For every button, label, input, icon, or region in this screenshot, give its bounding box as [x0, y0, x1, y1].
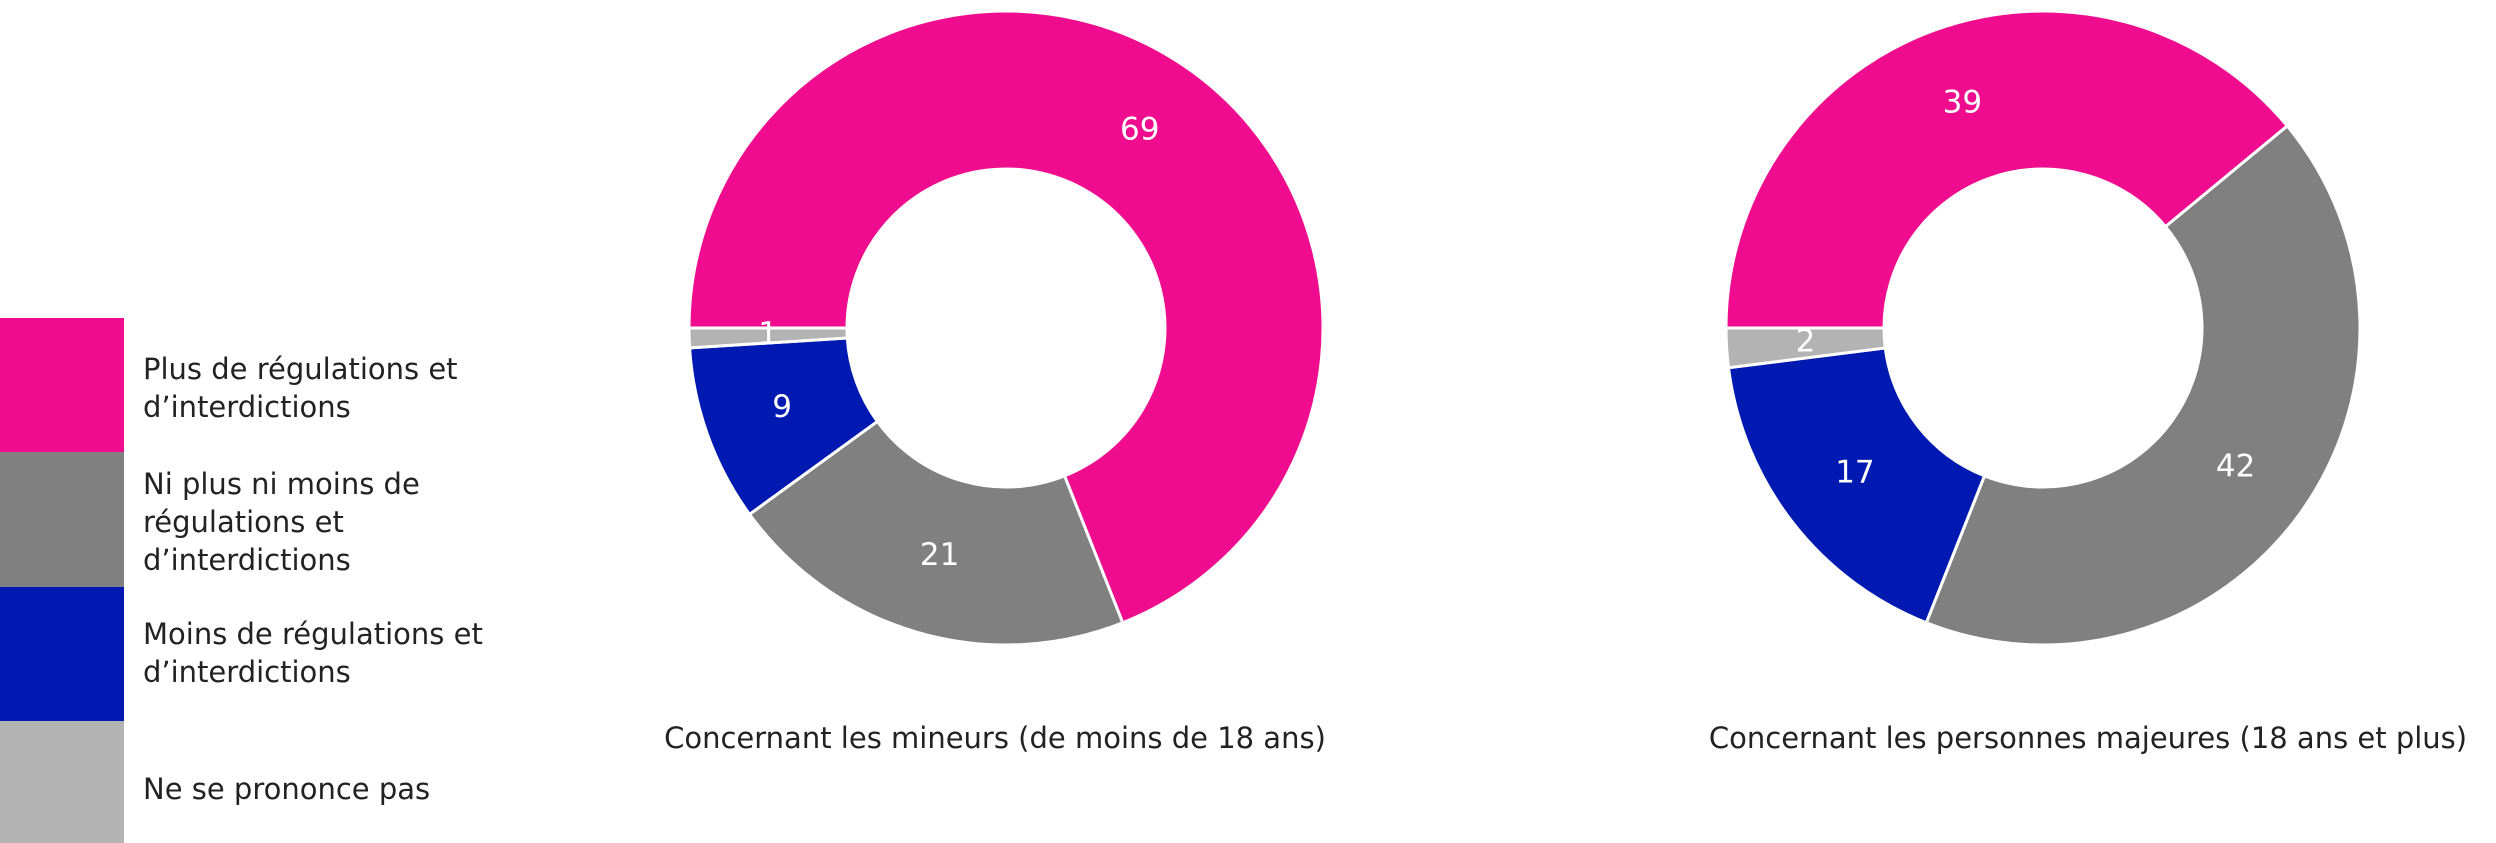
- value-label: 2: [1796, 323, 1816, 359]
- value-label: 1: [758, 316, 778, 352]
- value-label: 21: [920, 537, 959, 573]
- legend-label: Ni plus ni moins de régulations et d’int…: [143, 467, 420, 577]
- legend-label: Ne se prononce pas: [143, 772, 431, 806]
- chart-caption: Concernant les mineurs (de moins de 18 a…: [664, 721, 1326, 755]
- value-label: 69: [1120, 112, 1159, 148]
- chart-caption: Concernant les personnes majeures (18 an…: [1709, 721, 2467, 755]
- donut-segment: [687, 326, 849, 350]
- legend-swatch: [0, 721, 124, 843]
- legend-swatch: [0, 452, 124, 587]
- value-label: 17: [1835, 454, 1874, 490]
- donut-segment: [1724, 9, 2290, 330]
- donut-segment: [1726, 346, 1987, 625]
- donut-segment: [1924, 123, 2362, 647]
- donut-segment: [1724, 326, 1887, 370]
- value-label: 39: [1943, 85, 1982, 121]
- value-label: 42: [2216, 448, 2255, 484]
- legend-label: Plus de régulations et d’interdictions: [143, 352, 458, 424]
- donut-segment: [687, 9, 1325, 625]
- value-label: 9: [772, 389, 792, 425]
- legend-swatch: [0, 318, 124, 452]
- legend-label: Moins de régulations et d’interdictions: [143, 617, 483, 689]
- legend-swatch: [0, 587, 124, 721]
- donut-segment: [747, 419, 1125, 647]
